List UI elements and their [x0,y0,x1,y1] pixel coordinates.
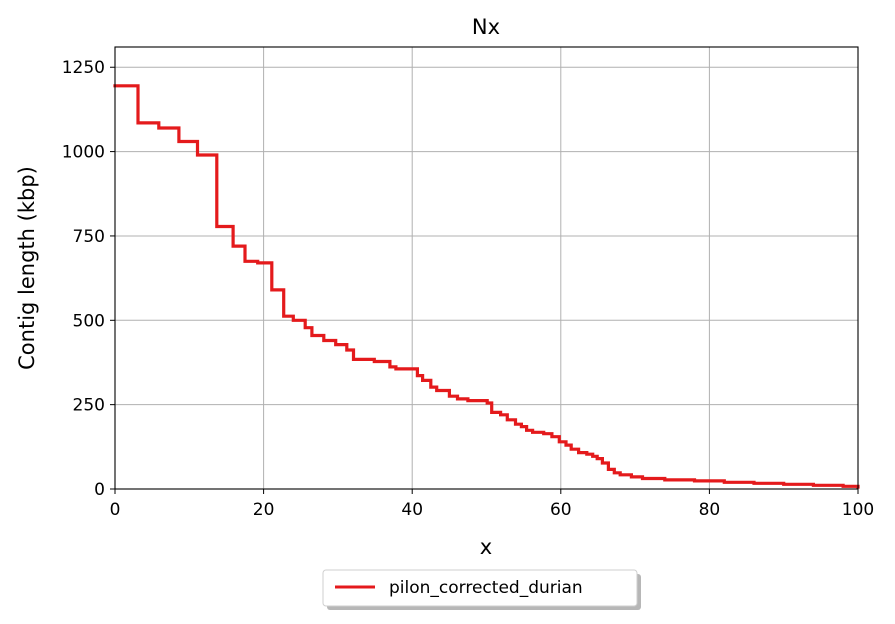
x-tick-label: 0 [110,500,121,520]
legend-label: pilon_corrected_durian [389,578,583,598]
series-layer [113,84,860,489]
plot-frame [114,46,859,490]
legend: pilon_corrected_durian [322,569,641,610]
series-line-0 [113,84,860,489]
y-tick-label: 500 [73,311,105,331]
chart-title: Nx [472,15,500,39]
y-tick-label: 0 [94,480,105,500]
legend-box [322,569,638,607]
x-tick-label: 60 [550,500,572,520]
y-tick-label: 1000 [62,143,105,163]
grid-lines [114,47,859,490]
plot-border [114,46,859,490]
y-tick-label: 250 [73,396,105,416]
x-tick-label: 100 [842,500,874,520]
y-tick-label: 1250 [62,58,105,78]
y-tick-label: 750 [73,227,105,247]
x-tick-label: 40 [401,500,423,520]
x-tick-label: 20 [253,500,275,520]
x-tick-label: 80 [699,500,721,520]
x-axis-title: x [480,535,492,559]
y-axis-title: Contig length (kbp) [15,166,39,370]
